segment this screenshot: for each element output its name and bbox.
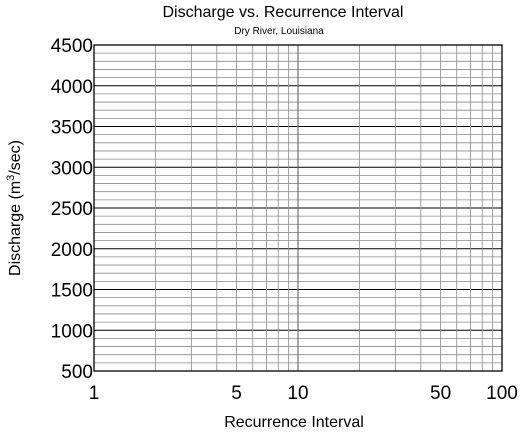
- y-axis-label-superscript: 3: [5, 175, 17, 181]
- y-tick-label: 2000: [51, 240, 93, 261]
- y-tick-label: 4500: [51, 36, 93, 57]
- y-axis-label-unit: /sec): [7, 140, 24, 175]
- y-tick-label: 1500: [51, 281, 93, 302]
- y-tick-label: 1000: [51, 321, 93, 342]
- chart-subtitle: Dry River, Louisiana: [234, 26, 324, 37]
- chart-title: Discharge vs. Recurrence Interval: [163, 4, 404, 21]
- y-tick-label: 3500: [51, 118, 93, 139]
- y-tick-label: 3000: [51, 158, 93, 179]
- plot-frame: [93, 44, 503, 372]
- y-tick-label: 2500: [51, 199, 93, 220]
- y-tick-label: 500: [61, 362, 93, 383]
- x-tick-label: 50: [430, 383, 451, 404]
- y-axis-label: Discharge (m3/sec): [5, 140, 24, 276]
- x-tick-label: 10: [287, 383, 308, 404]
- x-tick-label: 5: [231, 383, 242, 404]
- x-axis-label: Recurrence Interval: [224, 414, 364, 431]
- y-axis-label-main: Discharge (m: [7, 181, 24, 276]
- x-tick-label: 1: [89, 383, 100, 404]
- x-tick-label: 100: [486, 383, 518, 404]
- y-tick-labels: 500 1000 1500 2000 2500 3000 3500 4000 4500: [51, 36, 93, 383]
- x-tick-labels: 1 5 10 50 100: [89, 383, 518, 404]
- y-tick-label: 4000: [51, 77, 93, 98]
- grid-lines: [94, 44, 502, 372]
